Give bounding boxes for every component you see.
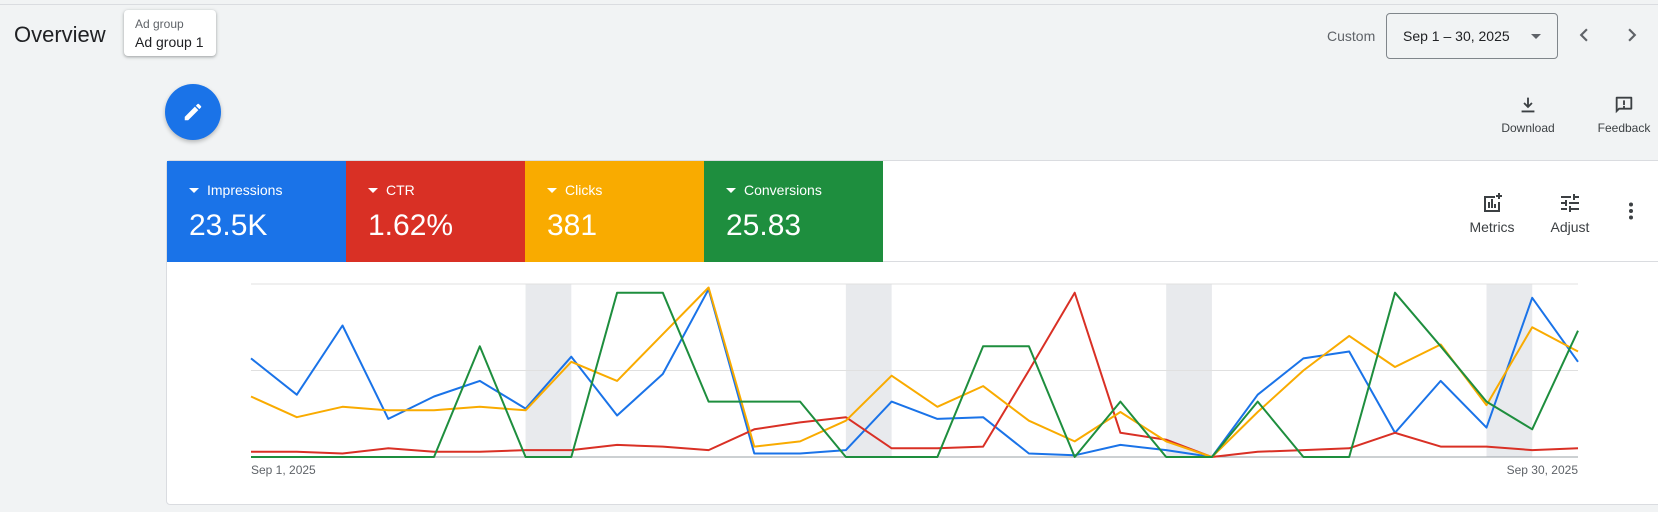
metric-value: 1.62%	[368, 209, 453, 243]
metric-name: Impressions	[207, 182, 282, 198]
series-line-impressions	[251, 289, 1578, 457]
metric-tile-ctr[interactable]: CTR 1.62%	[346, 161, 525, 262]
performance-card: Impressions 23.5K CTR 1.62% Clicks 381 C…	[166, 160, 1658, 505]
metric-name: Conversions	[744, 182, 822, 198]
x-tick-label-end: Sep 30, 2025	[1507, 463, 1579, 477]
metric-name: Clicks	[565, 182, 602, 198]
next-period-button[interactable]	[1619, 22, 1645, 48]
dropdown-arrow-icon	[189, 188, 199, 193]
pencil-icon	[182, 101, 204, 123]
date-range-value: Sep 1 – 30, 2025	[1403, 28, 1510, 44]
page-title: Overview	[14, 22, 106, 48]
dropdown-arrow-icon	[547, 188, 557, 193]
edit-button[interactable]	[165, 84, 221, 140]
series-line-ctr	[251, 293, 1578, 457]
ad-group-value: Ad group 1	[135, 34, 204, 50]
date-range-select[interactable]: Sep 1 – 30, 2025	[1386, 13, 1558, 59]
feedback-button[interactable]: Feedback	[1590, 94, 1658, 135]
metric-name: CTR	[386, 182, 415, 198]
series-line-conversions	[251, 293, 1578, 457]
series-line-clicks	[251, 288, 1578, 458]
metrics-button[interactable]: Metrics	[1462, 191, 1522, 235]
x-tick-label-start: Sep 1, 2025	[251, 463, 316, 477]
metric-value: 23.5K	[189, 209, 267, 243]
metric-tile-conversions[interactable]: Conversions 25.83	[704, 161, 883, 262]
chevron-left-icon	[1571, 22, 1597, 48]
metric-value: 381	[547, 209, 597, 243]
date-preset-label: Custom	[1327, 28, 1375, 44]
tune-icon	[1558, 191, 1582, 215]
metrics-label: Metrics	[1469, 219, 1514, 235]
ad-group-selector[interactable]: Ad group Ad group 1	[124, 10, 216, 56]
more-options-button[interactable]	[1619, 199, 1643, 223]
download-label: Download	[1501, 121, 1554, 135]
dropdown-arrow-icon	[726, 188, 736, 193]
previous-period-button[interactable]	[1571, 22, 1597, 48]
performance-chart: Sep 1, 2025 Sep 30, 2025	[167, 271, 1657, 496]
metric-tile-clicks[interactable]: Clicks 381	[525, 161, 704, 262]
tiles-divider	[883, 261, 1658, 262]
ad-group-label: Ad group	[135, 17, 184, 31]
chevron-right-icon	[1619, 22, 1645, 48]
dropdown-arrow-icon	[368, 188, 378, 193]
more-vert-icon	[1619, 199, 1643, 223]
download-icon	[1517, 94, 1539, 116]
download-button[interactable]: Download	[1495, 94, 1561, 135]
adjust-button[interactable]: Adjust	[1542, 191, 1598, 235]
metric-value: 25.83	[726, 209, 801, 243]
feedback-icon	[1613, 94, 1635, 116]
dropdown-arrow-icon	[1531, 34, 1541, 39]
adjust-label: Adjust	[1551, 219, 1590, 235]
feedback-label: Feedback	[1598, 121, 1651, 135]
add-chart-icon	[1480, 191, 1504, 215]
metric-tile-impressions[interactable]: Impressions 23.5K	[167, 161, 346, 262]
top-divider	[0, 4, 1658, 5]
